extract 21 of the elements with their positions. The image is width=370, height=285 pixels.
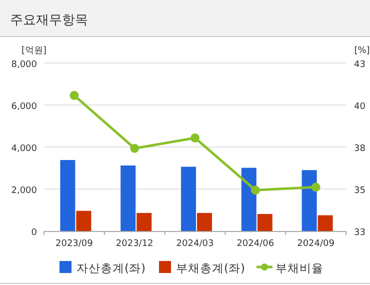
y2tick: 40 (354, 102, 366, 112)
ytick: 4,000 (11, 144, 37, 154)
xtick: 2023/09 (56, 239, 93, 249)
legend-text: 자산총계(좌) (76, 261, 146, 275)
legend-text: 부채총계(좌) (176, 261, 245, 275)
ytick: 6,000 (11, 102, 37, 112)
y2tick: 38 (354, 144, 366, 154)
y2tick: 43 (354, 60, 366, 70)
y2tick: 35 (354, 186, 366, 196)
xtick: 2024/09 (297, 239, 334, 249)
ylabel: [억원] (21, 46, 47, 56)
y2tick: 33 (354, 228, 366, 238)
ytick: 0 (31, 228, 37, 238)
xtick: 2024/03 (176, 239, 214, 249)
legend-text: 부채비율 (276, 261, 324, 275)
xtick: 2024/06 (236, 239, 274, 249)
y2label: [%] (354, 46, 370, 56)
ytick: 2,000 (11, 186, 37, 196)
title: 주요재무항목 (10, 13, 88, 28)
ytick: 8,000 (11, 60, 37, 70)
xtick: 2023/12 (116, 239, 154, 249)
